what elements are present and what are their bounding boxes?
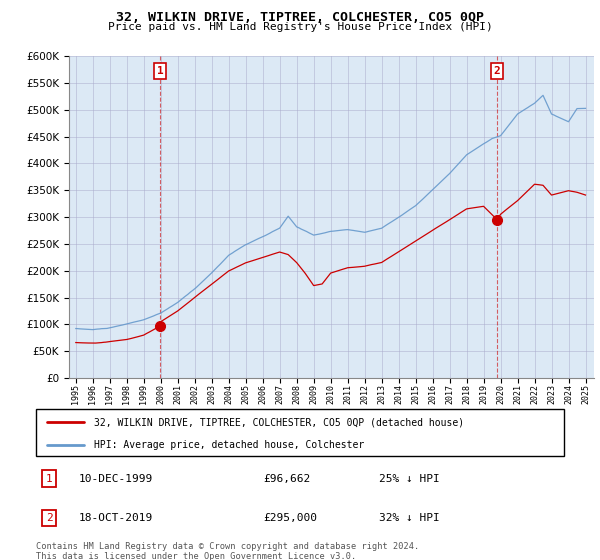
Text: 2: 2 (46, 513, 53, 523)
Text: 18-OCT-2019: 18-OCT-2019 (78, 513, 152, 523)
Text: 10-DEC-1999: 10-DEC-1999 (78, 474, 152, 484)
Text: 25% ↓ HPI: 25% ↓ HPI (379, 474, 440, 484)
Text: 1: 1 (157, 66, 163, 76)
Text: 32% ↓ HPI: 32% ↓ HPI (379, 513, 440, 523)
Text: £96,662: £96,662 (263, 474, 310, 484)
Text: HPI: Average price, detached house, Colchester: HPI: Average price, detached house, Colc… (94, 440, 364, 450)
Text: Contains HM Land Registry data © Crown copyright and database right 2024.
This d: Contains HM Land Registry data © Crown c… (36, 542, 419, 560)
Text: 32, WILKIN DRIVE, TIPTREE, COLCHESTER, CO5 0QP: 32, WILKIN DRIVE, TIPTREE, COLCHESTER, C… (116, 11, 484, 24)
Text: 2: 2 (494, 66, 500, 76)
Text: 1: 1 (46, 474, 53, 484)
Text: Price paid vs. HM Land Registry's House Price Index (HPI): Price paid vs. HM Land Registry's House … (107, 22, 493, 32)
FancyBboxPatch shape (36, 409, 564, 456)
Text: 32, WILKIN DRIVE, TIPTREE, COLCHESTER, CO5 0QP (detached house): 32, WILKIN DRIVE, TIPTREE, COLCHESTER, C… (94, 417, 464, 427)
Text: £295,000: £295,000 (263, 513, 317, 523)
